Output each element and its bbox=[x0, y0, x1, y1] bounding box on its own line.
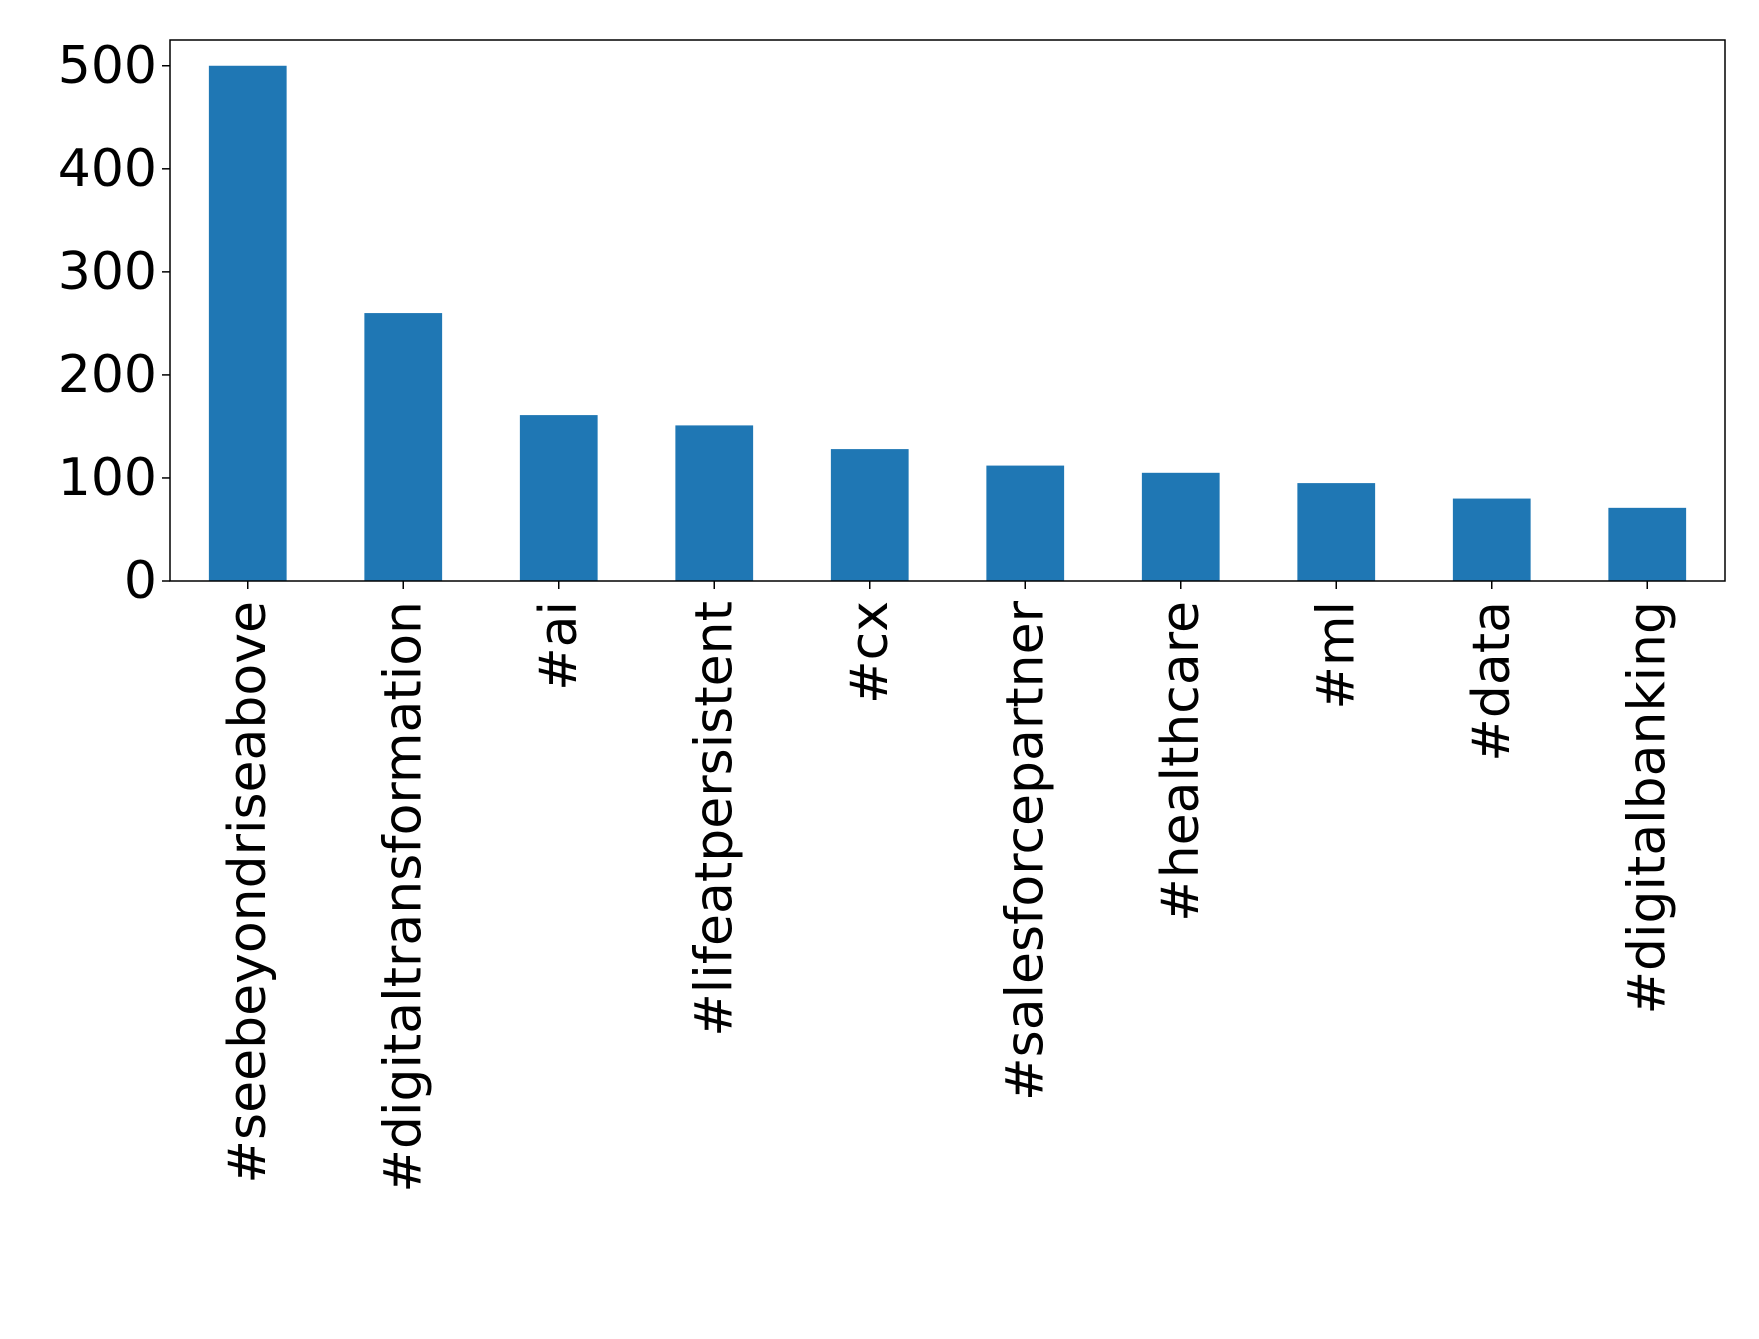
bar-3 bbox=[519, 415, 598, 581]
y-tick-label: 0 bbox=[124, 551, 157, 611]
bar-7 bbox=[1141, 472, 1220, 581]
bar-1 bbox=[208, 65, 287, 581]
bar-9 bbox=[1452, 498, 1531, 581]
y-tick-label: 300 bbox=[58, 242, 157, 302]
x-tick-label: #ai bbox=[529, 601, 589, 691]
x-tick-label: #digitalbanking bbox=[1617, 601, 1677, 1015]
y-tick-label: 200 bbox=[58, 345, 157, 405]
y-tick-label: 500 bbox=[58, 36, 157, 96]
x-tick-label: #cx bbox=[840, 601, 900, 704]
x-tick-label: #digitaltransformation bbox=[373, 601, 433, 1193]
x-tick-label: #salesforcepartner bbox=[995, 600, 1055, 1101]
bar-4 bbox=[675, 425, 754, 581]
x-tick-label: #healthcare bbox=[1151, 601, 1211, 922]
bars-group bbox=[208, 65, 1687, 581]
y-tick-label: 100 bbox=[58, 448, 157, 508]
x-tick-label: #ml bbox=[1306, 601, 1366, 710]
x-tick-label: #data bbox=[1462, 601, 1522, 762]
y-axis: 0 100 200 300 400 500 bbox=[58, 36, 170, 611]
bar-8 bbox=[1297, 483, 1376, 581]
plot-frame bbox=[169, 39, 1726, 582]
bar-10 bbox=[1608, 507, 1687, 581]
x-tick-label: #lifeatpersistent bbox=[684, 601, 744, 1037]
bar-2 bbox=[364, 313, 443, 581]
x-axis: #seebeyondriseabove #digitaltransformatio… bbox=[218, 581, 1677, 1193]
bar-5 bbox=[830, 449, 909, 581]
y-tick-label: 400 bbox=[58, 139, 157, 199]
bar-6 bbox=[986, 465, 1065, 581]
x-tick-label: #seebeyondriseabove bbox=[218, 601, 278, 1184]
